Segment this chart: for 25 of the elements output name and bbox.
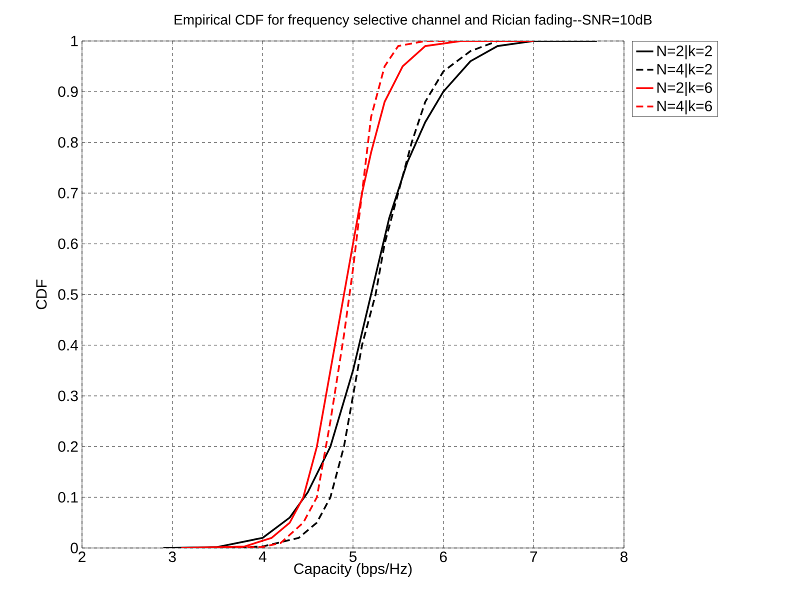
x-tick-label: 2 bbox=[78, 552, 86, 562]
y-tick-label: 0.3 bbox=[58, 390, 78, 402]
y-tick-label: 0.1 bbox=[58, 492, 78, 503]
x-tick-label: 3 bbox=[168, 552, 176, 562]
legend-label: N=4|k=2 bbox=[657, 64, 712, 78]
y-tick-label: 0.9 bbox=[58, 86, 78, 97]
y-axis-title: CDF bbox=[36, 280, 47, 310]
x-tick-label: 6 bbox=[440, 552, 447, 562]
x-axis-title: Capacity (bps/Hz) bbox=[294, 563, 412, 577]
x-tick-label: 8 bbox=[620, 552, 628, 562]
y-tick-label: 0.7 bbox=[58, 188, 78, 198]
y-tick-label: 0.2 bbox=[58, 441, 78, 452]
y-tick-label: 0 bbox=[70, 542, 78, 554]
y-tick-label: 0.6 bbox=[58, 238, 78, 250]
y-tick-label: 0.5 bbox=[58, 289, 78, 300]
y-tick-label: 0.8 bbox=[58, 137, 78, 148]
chart-title: Empirical CDF for frequency selective channel and Rician fading--SNR=10dB bbox=[174, 14, 652, 28]
x-tick-label: 5 bbox=[349, 552, 357, 562]
x-tick-label: 4 bbox=[258, 552, 266, 562]
legend-label: N=4|k=6 bbox=[657, 100, 712, 114]
y-tick-label: 0.4 bbox=[58, 340, 78, 350]
y-tick-label: 1 bbox=[71, 36, 78, 46]
legend-label: N=2|k=6 bbox=[657, 82, 712, 96]
x-tick-label: 7 bbox=[530, 552, 538, 562]
legend-label: N=2|k=2 bbox=[657, 45, 712, 60]
